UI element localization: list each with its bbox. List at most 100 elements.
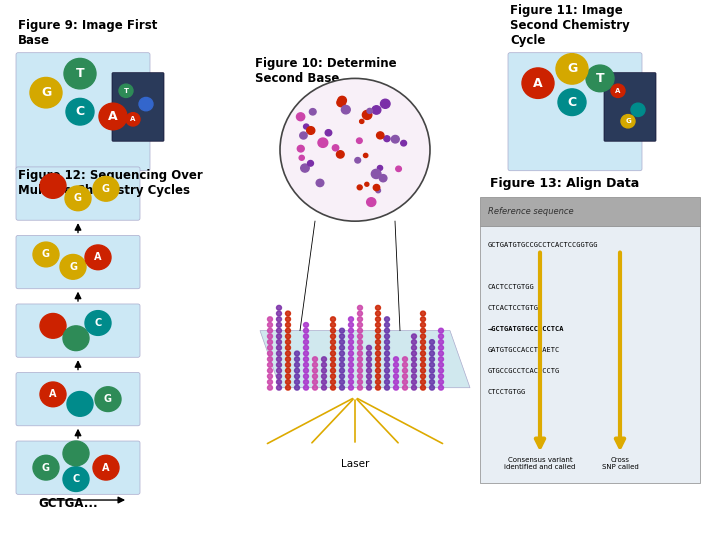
Circle shape xyxy=(312,380,318,384)
Text: →GCTGATGTGCCACCTCA: →GCTGATGTGCCACCTCA xyxy=(488,326,564,332)
Circle shape xyxy=(268,357,272,362)
Circle shape xyxy=(430,340,434,345)
Circle shape xyxy=(348,328,354,333)
Circle shape xyxy=(358,362,362,367)
Circle shape xyxy=(330,340,336,345)
Circle shape xyxy=(294,386,300,390)
Circle shape xyxy=(312,374,318,379)
Circle shape xyxy=(340,351,344,356)
Text: G: G xyxy=(74,193,82,204)
Circle shape xyxy=(384,346,390,350)
Circle shape xyxy=(340,374,344,379)
Text: GCTGATGTGCCGCCTCACTCCGGTGG: GCTGATGTGCCGCCTCACTCCGGTGG xyxy=(488,242,598,248)
Circle shape xyxy=(310,109,316,115)
Circle shape xyxy=(268,340,272,345)
Circle shape xyxy=(376,368,380,373)
Circle shape xyxy=(558,89,586,116)
Circle shape xyxy=(33,455,59,480)
FancyBboxPatch shape xyxy=(16,167,140,220)
FancyBboxPatch shape xyxy=(480,226,700,483)
Circle shape xyxy=(276,351,282,356)
Circle shape xyxy=(366,346,372,350)
Text: GCTGA...: GCTGA... xyxy=(38,497,98,510)
Text: G: G xyxy=(104,394,112,404)
Circle shape xyxy=(330,368,336,373)
Circle shape xyxy=(340,340,344,345)
Circle shape xyxy=(340,334,344,339)
Circle shape xyxy=(384,322,390,327)
Circle shape xyxy=(438,357,444,362)
FancyBboxPatch shape xyxy=(508,53,642,171)
Circle shape xyxy=(420,380,426,384)
Circle shape xyxy=(366,368,372,373)
Text: C: C xyxy=(76,105,84,118)
Circle shape xyxy=(322,380,326,384)
Circle shape xyxy=(336,151,344,158)
Circle shape xyxy=(268,317,272,322)
Circle shape xyxy=(119,84,133,97)
Text: C: C xyxy=(567,96,577,109)
Circle shape xyxy=(337,98,346,107)
Text: Reference sequence: Reference sequence xyxy=(488,207,574,216)
Circle shape xyxy=(307,160,313,166)
Circle shape xyxy=(396,166,401,172)
Circle shape xyxy=(420,328,426,333)
Circle shape xyxy=(330,334,336,339)
Circle shape xyxy=(366,380,372,384)
Circle shape xyxy=(304,340,308,345)
Circle shape xyxy=(300,132,307,139)
Circle shape xyxy=(376,334,380,339)
Circle shape xyxy=(402,357,408,362)
Circle shape xyxy=(348,322,354,327)
Circle shape xyxy=(276,357,282,362)
Circle shape xyxy=(412,346,416,350)
Circle shape xyxy=(286,346,290,350)
Circle shape xyxy=(268,346,272,350)
Circle shape xyxy=(294,362,300,367)
Circle shape xyxy=(402,386,408,390)
Circle shape xyxy=(401,140,407,146)
Circle shape xyxy=(304,374,308,379)
Circle shape xyxy=(286,322,290,327)
Circle shape xyxy=(376,374,380,379)
Circle shape xyxy=(340,380,344,384)
Circle shape xyxy=(348,380,354,384)
Circle shape xyxy=(268,368,272,373)
Circle shape xyxy=(365,183,369,186)
Circle shape xyxy=(301,164,309,172)
Circle shape xyxy=(330,357,336,362)
Circle shape xyxy=(63,441,89,466)
Circle shape xyxy=(330,322,336,327)
Circle shape xyxy=(85,310,111,335)
Circle shape xyxy=(355,158,361,163)
Circle shape xyxy=(376,362,380,367)
Circle shape xyxy=(412,351,416,356)
Circle shape xyxy=(384,357,390,362)
Circle shape xyxy=(286,317,290,322)
Text: A: A xyxy=(534,77,543,90)
Circle shape xyxy=(372,106,381,114)
Circle shape xyxy=(304,368,308,373)
Circle shape xyxy=(64,58,96,89)
Circle shape xyxy=(359,119,364,124)
Circle shape xyxy=(286,374,290,379)
Circle shape xyxy=(304,386,308,390)
Circle shape xyxy=(402,362,408,367)
Circle shape xyxy=(139,97,153,111)
Circle shape xyxy=(358,351,362,356)
Text: Figure 9: Image First
Base: Figure 9: Image First Base xyxy=(18,19,158,47)
Circle shape xyxy=(33,242,59,267)
Circle shape xyxy=(420,322,426,327)
Circle shape xyxy=(412,362,416,367)
Circle shape xyxy=(438,351,444,356)
Circle shape xyxy=(384,380,390,384)
Circle shape xyxy=(268,322,272,327)
Text: A: A xyxy=(130,116,135,123)
Circle shape xyxy=(348,317,354,322)
Circle shape xyxy=(438,346,444,350)
Circle shape xyxy=(312,362,318,367)
Circle shape xyxy=(304,334,308,339)
FancyBboxPatch shape xyxy=(604,73,656,141)
Circle shape xyxy=(376,311,380,316)
Circle shape xyxy=(276,362,282,367)
